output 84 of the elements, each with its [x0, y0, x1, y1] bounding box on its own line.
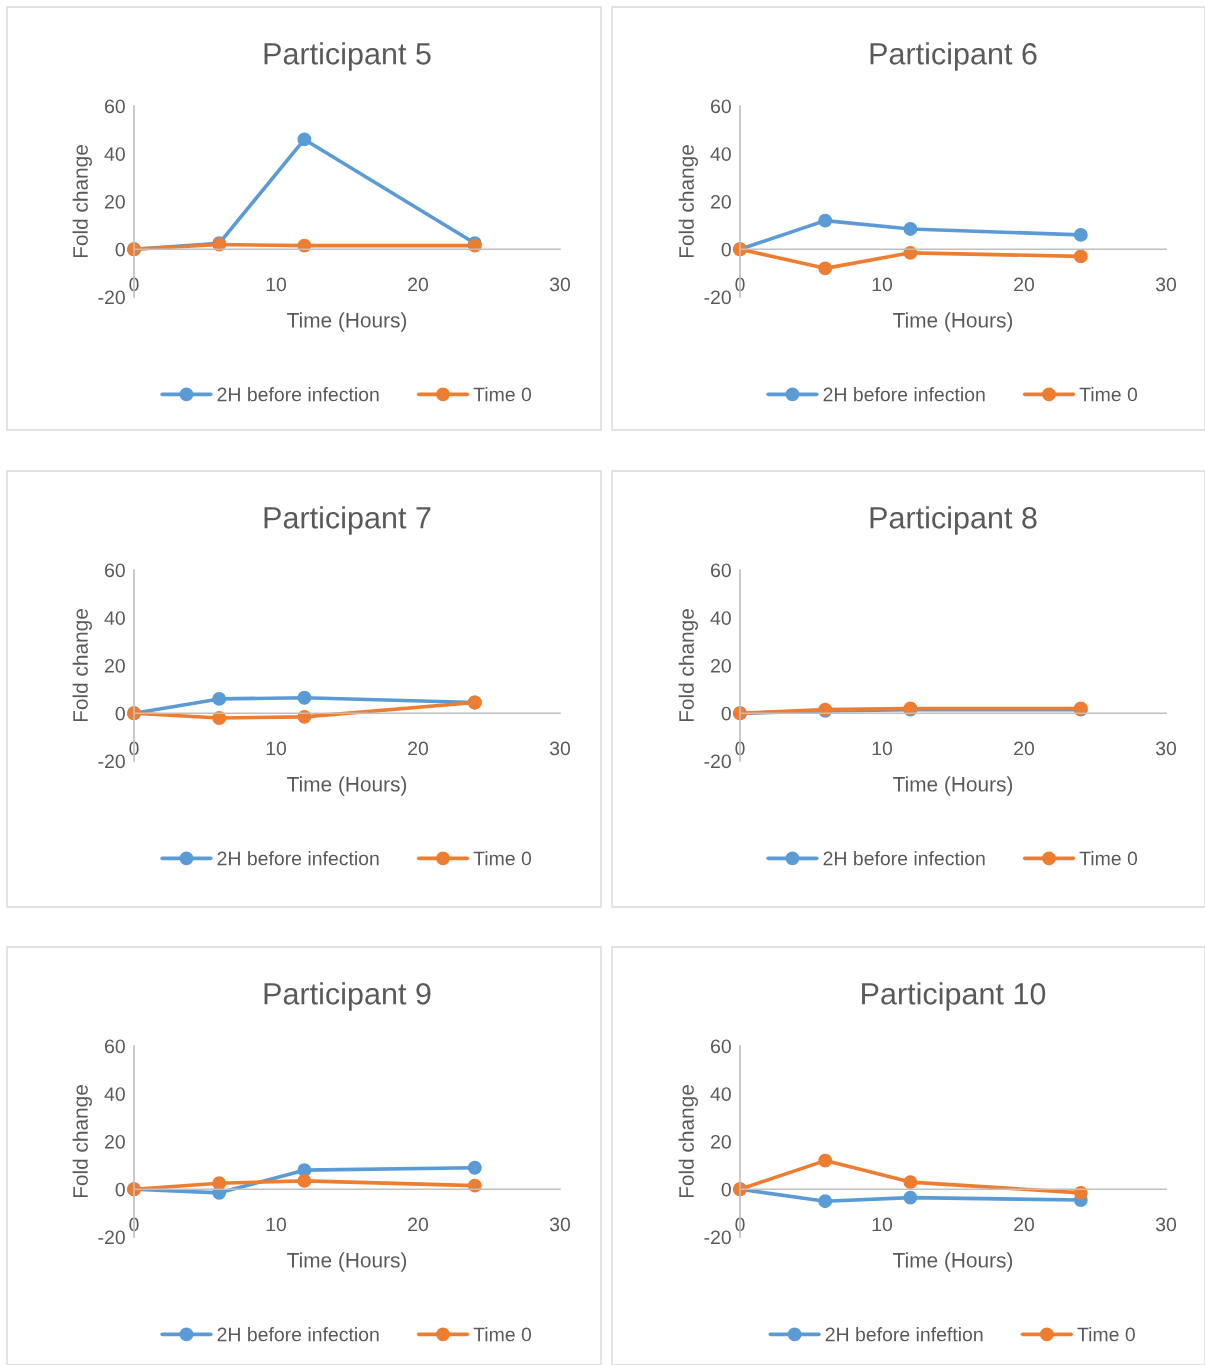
y-tick-label: 60	[105, 1039, 125, 1054]
y-tick-label: 20	[711, 194, 731, 209]
legend-label: 2H before infection	[823, 851, 985, 866]
y-tick-label: 40	[104, 1087, 125, 1101]
x-tick-label: 20	[408, 1217, 429, 1232]
y-tick-label: -20	[704, 1230, 731, 1245]
y-tick-label: 0	[721, 242, 731, 257]
y-tick-label: -20	[704, 290, 731, 305]
y-axis-title: Fold change	[678, 145, 699, 258]
chart-title: Participant 7	[264, 506, 431, 535]
x-axis-title: Time (Hours)	[287, 776, 407, 796]
y-tick-label: 0	[721, 706, 731, 721]
x-tick-label: 0	[129, 741, 139, 756]
y-tick-label: 40	[710, 1087, 731, 1101]
y-tick-label: 0	[115, 242, 125, 257]
legend-label: Time 0	[1079, 851, 1138, 866]
y-tick-label: 60	[711, 99, 731, 114]
x-axis-title: Time (Hours)	[287, 1252, 407, 1272]
chart-title: Participant 6	[870, 42, 1037, 71]
x-tick-label: 0	[735, 1217, 745, 1232]
y-tick-label: 20	[105, 658, 125, 673]
x-tick-label: 30	[549, 277, 571, 292]
y-tick-label: -20	[98, 1230, 125, 1245]
y-axis-title: Fold change	[678, 1085, 699, 1198]
chart-title: Participant 8	[870, 506, 1037, 535]
legend-label: Time 0	[1077, 1327, 1135, 1342]
chart-title: Participant 9	[264, 982, 431, 1011]
y-tick-label: 60	[105, 563, 125, 578]
y-tick-label: 40	[710, 147, 731, 161]
legend-label: 2H before infection	[823, 387, 985, 402]
x-tick-label: 0	[735, 741, 745, 756]
x-tick-label: 0	[129, 277, 139, 292]
x-tick-label: 10	[872, 741, 893, 756]
x-tick-label: 0	[735, 277, 745, 292]
y-tick-label: 20	[711, 1134, 731, 1149]
y-tick-label: 0	[115, 1182, 125, 1197]
x-tick-label: 20	[1014, 1217, 1035, 1232]
y-tick-label: -20	[98, 290, 125, 305]
x-tick-label: 30	[549, 741, 571, 756]
legend-label: Time 0	[1079, 387, 1138, 402]
y-tick-label: -20	[98, 754, 125, 769]
y-tick-label: 20	[105, 1134, 125, 1149]
x-tick-label: 10	[872, 277, 893, 292]
x-axis-title: Time (Hours)	[893, 1252, 1013, 1272]
legend-label: 2H before infeftion	[825, 1327, 983, 1342]
x-tick-label: 30	[549, 1217, 571, 1232]
y-tick-label: 60	[105, 99, 125, 114]
x-tick-label: 30	[1155, 741, 1177, 756]
y-tick-label: 40	[104, 611, 125, 625]
y-tick-label: 0	[721, 1182, 731, 1197]
y-axis-title: Fold change	[72, 145, 93, 258]
y-tick-label: 20	[105, 194, 125, 209]
x-tick-label: 20	[408, 277, 429, 292]
y-tick-label: 40	[104, 147, 125, 161]
y-axis-title: Fold change	[72, 1085, 93, 1198]
x-tick-label: 30	[1155, 277, 1177, 292]
legend-label: 2H before infection	[217, 1327, 379, 1342]
y-tick-label: -20	[704, 754, 731, 769]
x-tick-label: 10	[266, 277, 287, 292]
legend-label: 2H before infection	[217, 387, 379, 402]
legend-label: Time 0	[473, 387, 532, 402]
chart-title: Participant 5	[264, 42, 431, 71]
y-axis-title: Fold change	[72, 609, 93, 722]
x-tick-label: 30	[1155, 1217, 1177, 1232]
y-tick-label: 40	[710, 611, 731, 625]
y-tick-label: 20	[711, 658, 731, 673]
chart-title: Participant 10	[862, 982, 1046, 1011]
x-axis-title: Time (Hours)	[287, 312, 407, 332]
x-tick-label: 10	[872, 1217, 893, 1232]
x-tick-label: 0	[129, 1217, 139, 1232]
y-axis-title: Fold change	[678, 609, 699, 722]
x-tick-label: 10	[266, 1217, 287, 1232]
y-tick-label: 60	[711, 1039, 731, 1054]
x-tick-label: 10	[266, 741, 287, 756]
x-axis-title: Time (Hours)	[893, 776, 1013, 796]
legend-label: Time 0	[473, 1327, 532, 1342]
y-tick-label: 60	[711, 563, 731, 578]
x-axis-title: Time (Hours)	[893, 312, 1013, 332]
y-tick-label: 0	[115, 706, 125, 721]
x-tick-label: 20	[1014, 741, 1035, 756]
legend-label: 2H before infection	[217, 851, 379, 866]
legend-label: Time 0	[473, 851, 532, 866]
x-tick-label: 20	[408, 741, 429, 756]
x-tick-label: 20	[1014, 277, 1035, 292]
